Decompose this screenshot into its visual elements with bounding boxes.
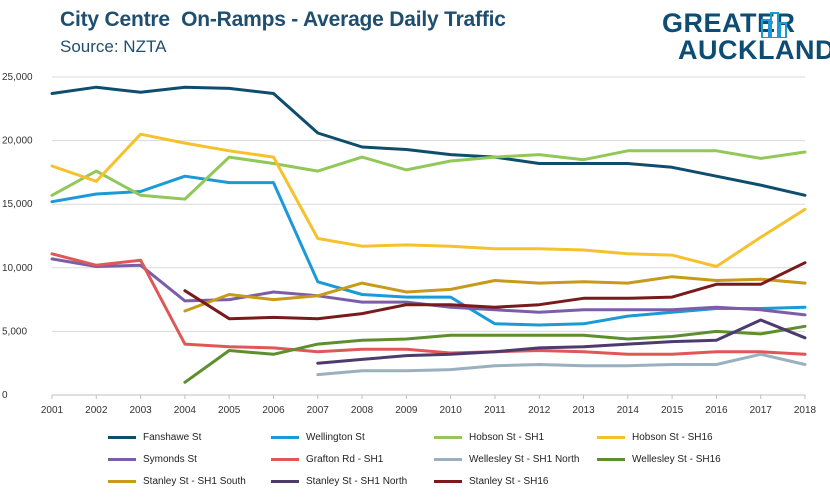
x-tick-label: 2011	[484, 405, 506, 416]
legend-item: Stanley St - SH1 North	[271, 474, 407, 488]
series-line-stanley-st-sh1-north	[316, 318, 807, 365]
legend-swatch	[597, 435, 625, 439]
y-tick-label: 20,000	[2, 136, 33, 147]
series-line-hobson-st-sh1	[50, 149, 807, 201]
x-tick-label: 2017	[750, 405, 773, 416]
legend-swatch	[434, 435, 462, 439]
legend-swatch	[271, 479, 299, 483]
legend-swatch	[434, 457, 462, 461]
legend-item: Wellington St	[271, 430, 365, 444]
x-tick-label: 2007	[307, 405, 330, 416]
legend-label: Wellington St	[306, 431, 365, 443]
legend-item: Stanley St - SH16	[434, 474, 548, 488]
series-line-stanley-st-sh1-south	[183, 275, 807, 313]
chart-title: City Centre On-Ramps - Average Daily Tra…	[60, 8, 506, 31]
legend-item: Grafton Rd - SH1	[271, 452, 383, 466]
series-line-hobson-st-sh16	[50, 132, 807, 268]
gridlines	[52, 76, 805, 396]
x-tick-label: 2010	[440, 405, 463, 416]
y-tick-label: 0	[2, 390, 8, 401]
legend-label: Wellesley St - SH16	[632, 453, 721, 465]
legend-swatch	[597, 457, 625, 461]
x-tick-label: 2012	[528, 405, 551, 416]
series-line-wellesley-st-sh16	[183, 324, 807, 384]
legend-label: Grafton Rd - SH1	[306, 453, 384, 465]
legend-label: Stanley St - SH1 North	[306, 475, 408, 487]
series-line-fanshawe-st	[50, 85, 807, 197]
legend-item: Hobson St - SH16	[597, 430, 713, 444]
x-tick-label: 2013	[572, 405, 595, 416]
logo-line-2: AUCKLAND	[678, 35, 830, 65]
x-tick-label: 2001	[41, 405, 64, 416]
x-tick-label: 2006	[262, 405, 285, 416]
legend-swatch	[108, 457, 136, 461]
legend-swatch	[271, 435, 299, 439]
legend-label: Stanley St - SH16	[469, 475, 549, 487]
legend-swatch	[434, 479, 462, 483]
chart-subtitle: Source: NZTA	[60, 37, 167, 56]
x-tick-label: 2005	[218, 405, 241, 416]
legend-item: Symonds St	[108, 452, 197, 466]
x-tick-label: 2004	[174, 405, 197, 416]
axes: 0 5,000 10,000 15,000 20,000 25,000 2001 2002 20…	[2, 72, 817, 416]
legend-swatch	[271, 457, 299, 461]
series-line-stanley-st-sh16	[183, 261, 807, 321]
legend-label: Hobson St - SH1	[469, 431, 545, 443]
series-line-wellesley-st-sh1-north	[316, 352, 807, 377]
legend-label: Stanley St - SH1 South	[143, 475, 246, 487]
x-tick-label: 2002	[85, 405, 108, 416]
x-tick-label: 2003	[129, 405, 152, 416]
legend-swatch	[108, 479, 136, 483]
series-line-grafton-rd-sh1	[50, 252, 807, 356]
legend-swatch	[108, 435, 136, 439]
legend-item: Wellesley St - SH1 North	[434, 452, 579, 466]
x-tick-label: 2008	[351, 405, 374, 416]
legend-item: Fanshawe St	[108, 430, 201, 444]
greater-auckland-logo: GREATER AUCKLAND	[662, 10, 830, 64]
legend-item: Hobson St - SH1	[434, 430, 544, 444]
series-lines	[50, 85, 807, 384]
legend-label: Fanshawe St	[143, 431, 202, 443]
legend-label: Hobson St - SH16	[632, 431, 713, 443]
city-skyline-icon	[761, 12, 787, 38]
y-tick-label: 25,000	[2, 72, 33, 83]
legend-label: Symonds St	[143, 453, 197, 465]
x-tick-label: 2016	[705, 405, 728, 416]
legend-item: Wellesley St - SH16	[597, 452, 721, 466]
x-tick-label: 2015	[661, 405, 684, 416]
y-tick-label: 15,000	[2, 199, 33, 210]
legend-label: Wellesley St - SH1 North	[469, 453, 580, 465]
x-tick-label: 2018	[794, 405, 817, 416]
legend-item: Stanley St - SH1 South	[108, 474, 246, 488]
x-tick-label: 2009	[395, 405, 418, 416]
y-tick-label: 10,000	[2, 263, 33, 274]
y-tick-label: 5,000	[2, 326, 27, 337]
series-line-wellington-st	[50, 174, 807, 327]
x-tick-label: 2014	[617, 405, 640, 416]
